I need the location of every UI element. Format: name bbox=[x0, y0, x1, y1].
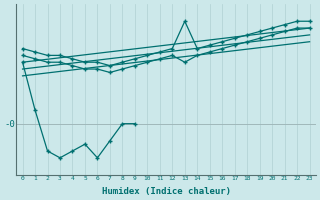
X-axis label: Humidex (Indice chaleur): Humidex (Indice chaleur) bbox=[101, 187, 231, 196]
